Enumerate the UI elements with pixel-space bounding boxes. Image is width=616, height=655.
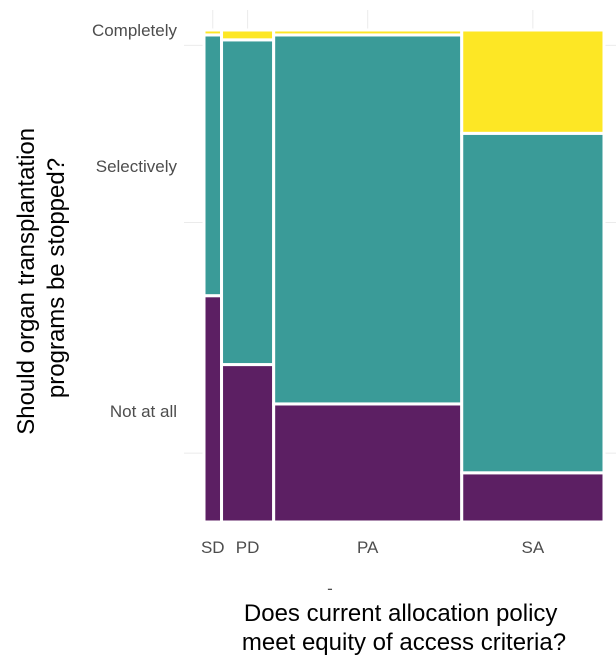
y-axis-title: Should organ transplantation programs be…	[13, 121, 70, 435]
tile-sd-completely	[202, 28, 224, 37]
y-tick-label-not-at-all: Not at all	[110, 402, 177, 421]
x-tick-labels: SD PD PA SA	[201, 538, 545, 557]
tile-pd-selectively	[220, 38, 276, 367]
tile-pa-selectively	[272, 33, 464, 406]
tile-pd-not-at-all	[220, 363, 276, 524]
x-tick-label-sd: SD	[201, 538, 225, 557]
tile-sa-selectively	[460, 131, 606, 475]
x-axis-title-line-2: meet equity of access criteria?	[242, 629, 566, 655]
x-axis-title-line-1: Does current allocation policy	[244, 600, 558, 627]
x-extra-label: -	[327, 579, 333, 598]
tile-sd-selectively	[202, 33, 224, 298]
y-tick-label-completely: Completely	[92, 21, 178, 40]
tile-pd-completely	[220, 28, 276, 42]
mosaic-tiles	[202, 28, 606, 524]
y-axis-title-line-2: programs be stopped?	[43, 158, 70, 398]
tile-pa-completely	[272, 28, 464, 37]
x-tick-label-sa: SA	[522, 538, 545, 557]
tile-pa-not-at-all	[272, 402, 464, 524]
tile-sd-not-at-all	[202, 294, 224, 524]
x-axis-title: Does current allocation policy meet equi…	[242, 600, 566, 655]
y-axis-title-line-1: Should organ transplantation	[13, 128, 40, 435]
y-tick-label-selectively: Selectively	[96, 157, 178, 176]
x-tick-label-pa: PA	[357, 538, 379, 557]
tile-sa-completely	[460, 28, 606, 135]
y-tick-labels: Not at all Selectively Completely	[92, 21, 178, 421]
x-tick-label-pd: PD	[236, 538, 260, 557]
tile-sa-not-at-all	[460, 471, 606, 524]
